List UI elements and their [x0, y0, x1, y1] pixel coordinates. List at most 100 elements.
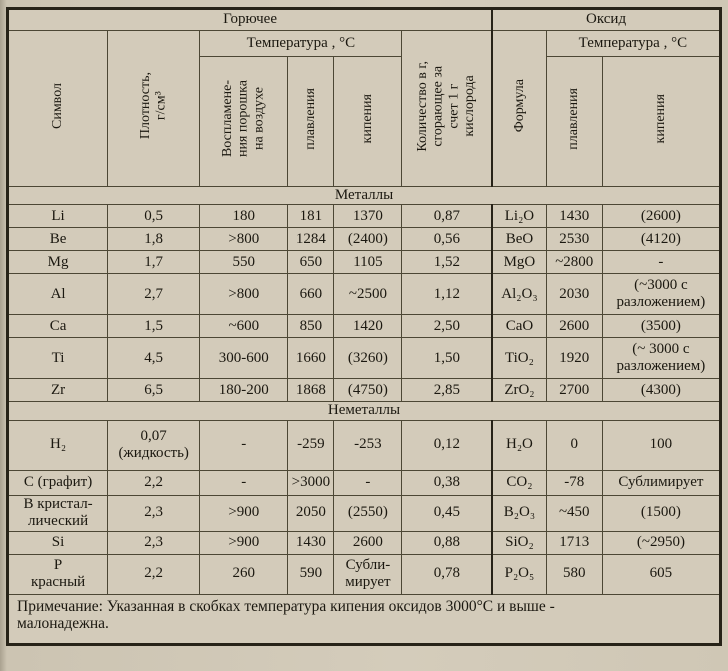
cell-melt: 1660	[287, 337, 335, 380]
cell-boil: (4750)	[333, 378, 403, 403]
cell-density: 0,07 (жидкость)	[107, 419, 201, 471]
cell-symbol: Be	[6, 227, 109, 252]
row-ti: Ti 4,5 300-600 1660 (3260) 1,50 TiO₂ 192…	[6, 337, 722, 380]
formula-column-header: Формула	[491, 30, 547, 187]
amount-column-header: Количество в г, сгорающее за счет 1 г ки…	[401, 30, 493, 187]
cell-symbol: В кристал- лический	[6, 494, 109, 532]
cell-ignition: >800	[199, 273, 289, 316]
note-text: Примечание: Указанная в скобках температ…	[7, 593, 721, 645]
cell-amount: 0,78	[401, 553, 493, 595]
row-h2: Н₂ 0,07 (жидкость) - -259 -253 0,12 Н₂О …	[6, 419, 722, 471]
cell-formula: TiO₂	[491, 337, 547, 380]
cell-formula: SiO₂	[491, 530, 547, 555]
row-mg: Mg 1,7 550 650 1105 1,52 MgO ~2800 -	[6, 250, 722, 275]
cell-amount: 0,88	[401, 530, 493, 555]
cell-oxide-melt: ~2800	[545, 250, 603, 275]
cell-symbol: Si	[6, 530, 109, 555]
amount-column-label: Количество в г, сгорающее за счет 1 г ки…	[415, 60, 478, 152]
cell-boil: -	[333, 469, 403, 496]
metals-section-label: Металлы	[7, 185, 721, 206]
cell-density: 4,5	[107, 337, 201, 380]
symbol-column-label: Символ	[50, 82, 66, 129]
cell-formula: Н₂О	[491, 419, 547, 471]
row-b-crystalline: В кристал- лический 2,3 >900 2050 (2550)…	[6, 494, 722, 532]
cell-oxide-melt: 580	[545, 553, 603, 595]
cell-symbol: Al	[6, 273, 109, 316]
cell-formula: BeO	[491, 227, 547, 252]
cell-oxide-boil: (2600)	[601, 204, 722, 229]
cell-boil: 1370	[333, 204, 403, 229]
melt-column-header: плавления	[287, 56, 335, 187]
row-p-red: Р красный 2,2 260 590 Субли- мирует 0,78…	[6, 553, 722, 595]
note-row: Примечание: Указанная в скобках температ…	[7, 593, 721, 645]
cell-symbol: Zr	[6, 378, 109, 403]
oxide-melt-column-label: плавления	[566, 88, 582, 150]
column-labels-row: Воспламене- ния порошка на воздухе плавл…	[8, 56, 722, 187]
cell-oxide-boil: 605	[601, 553, 722, 595]
cell-amount: 1,52	[401, 250, 493, 275]
fuel-group-header: Горючее	[7, 8, 493, 31]
cell-symbol: Li	[6, 204, 109, 229]
symbol-column-header: Символ	[6, 30, 109, 187]
cell-oxide-melt: ~450	[545, 494, 603, 532]
cell-amount: 1,12	[401, 273, 493, 316]
cell-amount: 0,45	[401, 494, 493, 532]
cell-boil: -253	[333, 419, 403, 471]
row-li: Li 0,5 180 181 1370 0,87 Li₂O 1430 (2600…	[6, 204, 722, 229]
cell-formula: Р₂О₅	[491, 553, 547, 595]
cell-oxide-melt: 1713	[545, 530, 603, 555]
nonmetals-section-row: Неметаллы	[7, 401, 721, 421]
cell-ignition: >800	[199, 227, 289, 252]
cell-formula: В₂О₃	[491, 494, 547, 532]
row-c-graphite: С (графит) 2,2 - >3000 - 0,38 СО₂ -78 Су…	[6, 469, 722, 496]
cell-ignition: 550	[199, 250, 289, 275]
density-column-label: Плотность, г/см³	[138, 72, 169, 140]
cell-formula: CaO	[491, 314, 547, 339]
row-ca: Ca 1,5 ~600 850 1420 2,50 CaO 2600 (3500…	[6, 314, 722, 339]
row-zr: Zr 6,5 180-200 1868 (4750) 2,85 ZrO₂ 270…	[6, 378, 722, 403]
cell-symbol: Ca	[6, 314, 109, 339]
cell-amount: 2,50	[401, 314, 493, 339]
cell-oxide-boil: (~ 3000 с разложением)	[601, 337, 722, 380]
cell-oxide-melt: 2530	[545, 227, 603, 252]
cell-formula: СО₂	[491, 469, 547, 496]
cell-density: 1,7	[107, 250, 201, 275]
cell-melt: -259	[287, 419, 335, 471]
cell-density: 2,2	[107, 553, 201, 595]
cell-density: 2,3	[107, 494, 201, 532]
cell-oxide-boil: 100	[601, 419, 722, 471]
cell-oxide-melt: -78	[545, 469, 603, 496]
cell-boil: (2550)	[333, 494, 403, 532]
cell-density: 1,8	[107, 227, 201, 252]
cell-density: 2,3	[107, 530, 201, 555]
cell-density: 2,2	[107, 469, 201, 496]
cell-oxide-boil: -	[601, 250, 722, 275]
cell-density: 2,7	[107, 273, 201, 316]
cell-ignition: ~600	[199, 314, 289, 339]
cell-ignition: >900	[199, 530, 289, 555]
oxide-boil-column-header: кипения	[601, 56, 722, 187]
cell-ignition: 180-200	[199, 378, 289, 403]
metals-section-row: Металлы	[7, 185, 721, 206]
cell-amount: 0,38	[401, 469, 493, 496]
boil-column-label: кипения	[360, 94, 376, 144]
cell-boil: Субли- мирует	[333, 553, 403, 595]
nonmetals-section-label: Неметаллы	[7, 401, 721, 421]
cell-formula: MgO	[491, 250, 547, 275]
formula-column-label: Формула	[511, 79, 527, 133]
cell-melt: 590	[287, 553, 335, 595]
cell-amount: 0,87	[401, 204, 493, 229]
cell-formula: Al₂O₃	[491, 273, 547, 316]
cell-amount: 0,56	[401, 227, 493, 252]
cell-boil: (2400)	[333, 227, 403, 252]
cell-ignition: -	[199, 469, 289, 496]
cell-oxide-melt: 2600	[545, 314, 603, 339]
cell-oxide-boil: (4120)	[601, 227, 722, 252]
cell-melt: 181	[287, 204, 335, 229]
temperature-header-row: Символ Плотность, г/см³ Температура , °С…	[6, 30, 722, 187]
oxide-temperature-header: Температура , °С	[545, 30, 722, 57]
melt-column-label: плавления	[303, 88, 319, 150]
cell-melt: 1868	[287, 378, 335, 403]
boil-column-header: кипения	[333, 56, 403, 187]
